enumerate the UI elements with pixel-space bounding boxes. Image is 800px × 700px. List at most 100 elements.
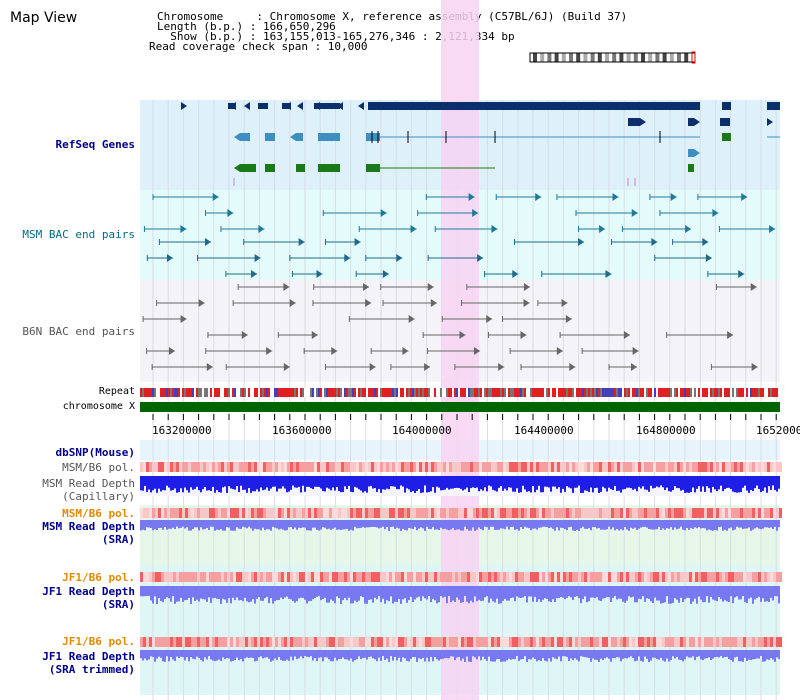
read-depth-bar bbox=[710, 586, 712, 597]
polymorphism-cell bbox=[401, 637, 404, 647]
polymorphism-cell bbox=[146, 462, 149, 472]
read-depth-bar bbox=[268, 586, 270, 604]
read-depth-bar bbox=[160, 650, 162, 658]
track-label-dbsnp[interactable]: dbSNP(Mouse) bbox=[55, 446, 135, 459]
read-depth-bar bbox=[460, 650, 462, 661]
polymorphism-cell bbox=[434, 508, 437, 518]
track-label-jf1-depth-sra-sub[interactable]: (SRA) bbox=[101, 598, 135, 611]
read-depth-bar bbox=[174, 520, 176, 530]
read-depth-bar bbox=[366, 586, 368, 604]
track-label-msm-bac[interactable]: MSM BAC end pairs bbox=[22, 228, 135, 241]
read-depth-bar bbox=[304, 650, 306, 657]
read-depth-bar bbox=[398, 520, 400, 529]
polymorphism-cell bbox=[533, 462, 536, 472]
read-depth-bar bbox=[524, 476, 526, 490]
track-label-msm-depth-sra[interactable]: MSM Read Depth bbox=[42, 520, 135, 533]
polymorphism-cell bbox=[341, 462, 344, 472]
read-depth-bar bbox=[664, 520, 666, 530]
read-depth-bar bbox=[248, 476, 250, 489]
repeat-block bbox=[204, 388, 206, 397]
polymorphism-cell bbox=[665, 462, 668, 472]
read-depth-bar bbox=[494, 520, 496, 530]
read-depth-bar bbox=[766, 476, 768, 493]
read-depth-bar bbox=[482, 586, 484, 601]
read-depth-bar bbox=[756, 476, 758, 486]
read-depth-bar bbox=[448, 650, 450, 659]
read-depth-bar bbox=[762, 520, 764, 529]
read-depth-bar bbox=[608, 650, 610, 659]
repeat-block bbox=[536, 388, 538, 397]
repeat-block bbox=[384, 388, 386, 397]
read-depth-bar bbox=[284, 586, 286, 598]
read-depth-bar bbox=[524, 520, 526, 527]
polymorphism-cell bbox=[392, 572, 395, 582]
repeat-block bbox=[600, 388, 602, 397]
ideogram-band bbox=[669, 53, 674, 62]
polymorphism-cell bbox=[761, 572, 764, 582]
polymorphism-cell bbox=[290, 637, 293, 647]
repeat-block bbox=[190, 388, 192, 397]
polymorphism-cell bbox=[746, 637, 749, 647]
read-depth-bar bbox=[600, 586, 602, 601]
read-depth-bar bbox=[150, 650, 152, 657]
read-depth-bar bbox=[412, 586, 414, 603]
repeat-block bbox=[216, 388, 218, 397]
track-label-jf1-depth-trim[interactable]: JF1 Read Depth bbox=[42, 650, 135, 663]
read-depth-bar bbox=[200, 520, 202, 528]
read-depth-bar bbox=[218, 476, 220, 493]
read-depth-bar bbox=[446, 650, 448, 659]
read-depth-bar bbox=[776, 650, 778, 658]
read-depth-bar bbox=[582, 586, 584, 600]
repeat-block bbox=[290, 388, 292, 397]
polymorphism-cell bbox=[230, 637, 233, 647]
read-depth-bar bbox=[714, 650, 716, 658]
read-depth-bar bbox=[490, 586, 492, 599]
polymorphism-cell bbox=[407, 462, 410, 472]
read-depth-bar bbox=[174, 650, 176, 661]
read-depth-bar bbox=[410, 650, 412, 659]
read-depth-bar bbox=[564, 520, 566, 530]
read-depth-bar bbox=[398, 650, 400, 658]
polymorphism-cell bbox=[764, 637, 767, 647]
read-depth-bar bbox=[670, 650, 672, 660]
polymorphism-cell bbox=[599, 637, 602, 647]
read-depth-bar bbox=[598, 476, 600, 493]
read-depth-bar bbox=[768, 586, 770, 602]
read-depth-bar bbox=[618, 650, 620, 658]
read-depth-bar bbox=[406, 520, 408, 531]
read-depth-bar bbox=[380, 586, 382, 603]
repeat-block bbox=[146, 388, 148, 397]
track-label-msm-depth-sra-sub[interactable]: (SRA) bbox=[101, 533, 135, 546]
repeat-block bbox=[252, 388, 254, 397]
polymorphism-cell bbox=[311, 572, 314, 582]
polymorphism-cell bbox=[623, 508, 626, 518]
read-depth-bar bbox=[454, 520, 456, 531]
polymorphism-cell bbox=[590, 462, 593, 472]
track-label-b6n-bac[interactable]: B6N BAC end pairs bbox=[22, 325, 135, 338]
bac-end-arrow bbox=[166, 254, 173, 262]
gene-direction-arrow bbox=[767, 118, 773, 126]
polymorphism-cell bbox=[449, 572, 452, 582]
track-label-refseq[interactable]: RefSeq Genes bbox=[55, 138, 135, 151]
read-depth-bar bbox=[518, 520, 520, 531]
polymorphism-cell bbox=[557, 572, 560, 582]
read-depth-bar bbox=[314, 586, 316, 599]
polymorphism-cell bbox=[626, 637, 629, 647]
track-label-jf1-depth-sra[interactable]: JF1 Read Depth bbox=[42, 585, 135, 598]
read-depth-bar bbox=[234, 520, 236, 531]
polymorphism-cell bbox=[659, 572, 662, 582]
read-depth-bar bbox=[660, 586, 662, 604]
read-depth-bar bbox=[188, 476, 190, 493]
read-depth-bar bbox=[420, 520, 422, 528]
track-label-jf1-depth-trim-sub[interactable]: (SRA trimmed) bbox=[48, 663, 135, 676]
read-depth-bar bbox=[248, 650, 250, 658]
bac-end-arrow bbox=[316, 270, 323, 278]
read-depth-bar bbox=[588, 476, 590, 492]
read-depth-bar bbox=[342, 476, 344, 493]
read-depth-bar bbox=[676, 520, 678, 530]
polymorphism-cell bbox=[515, 637, 518, 647]
repeat-block bbox=[478, 388, 480, 397]
polymorphism-cell bbox=[638, 572, 641, 582]
repeat-block bbox=[644, 388, 646, 397]
